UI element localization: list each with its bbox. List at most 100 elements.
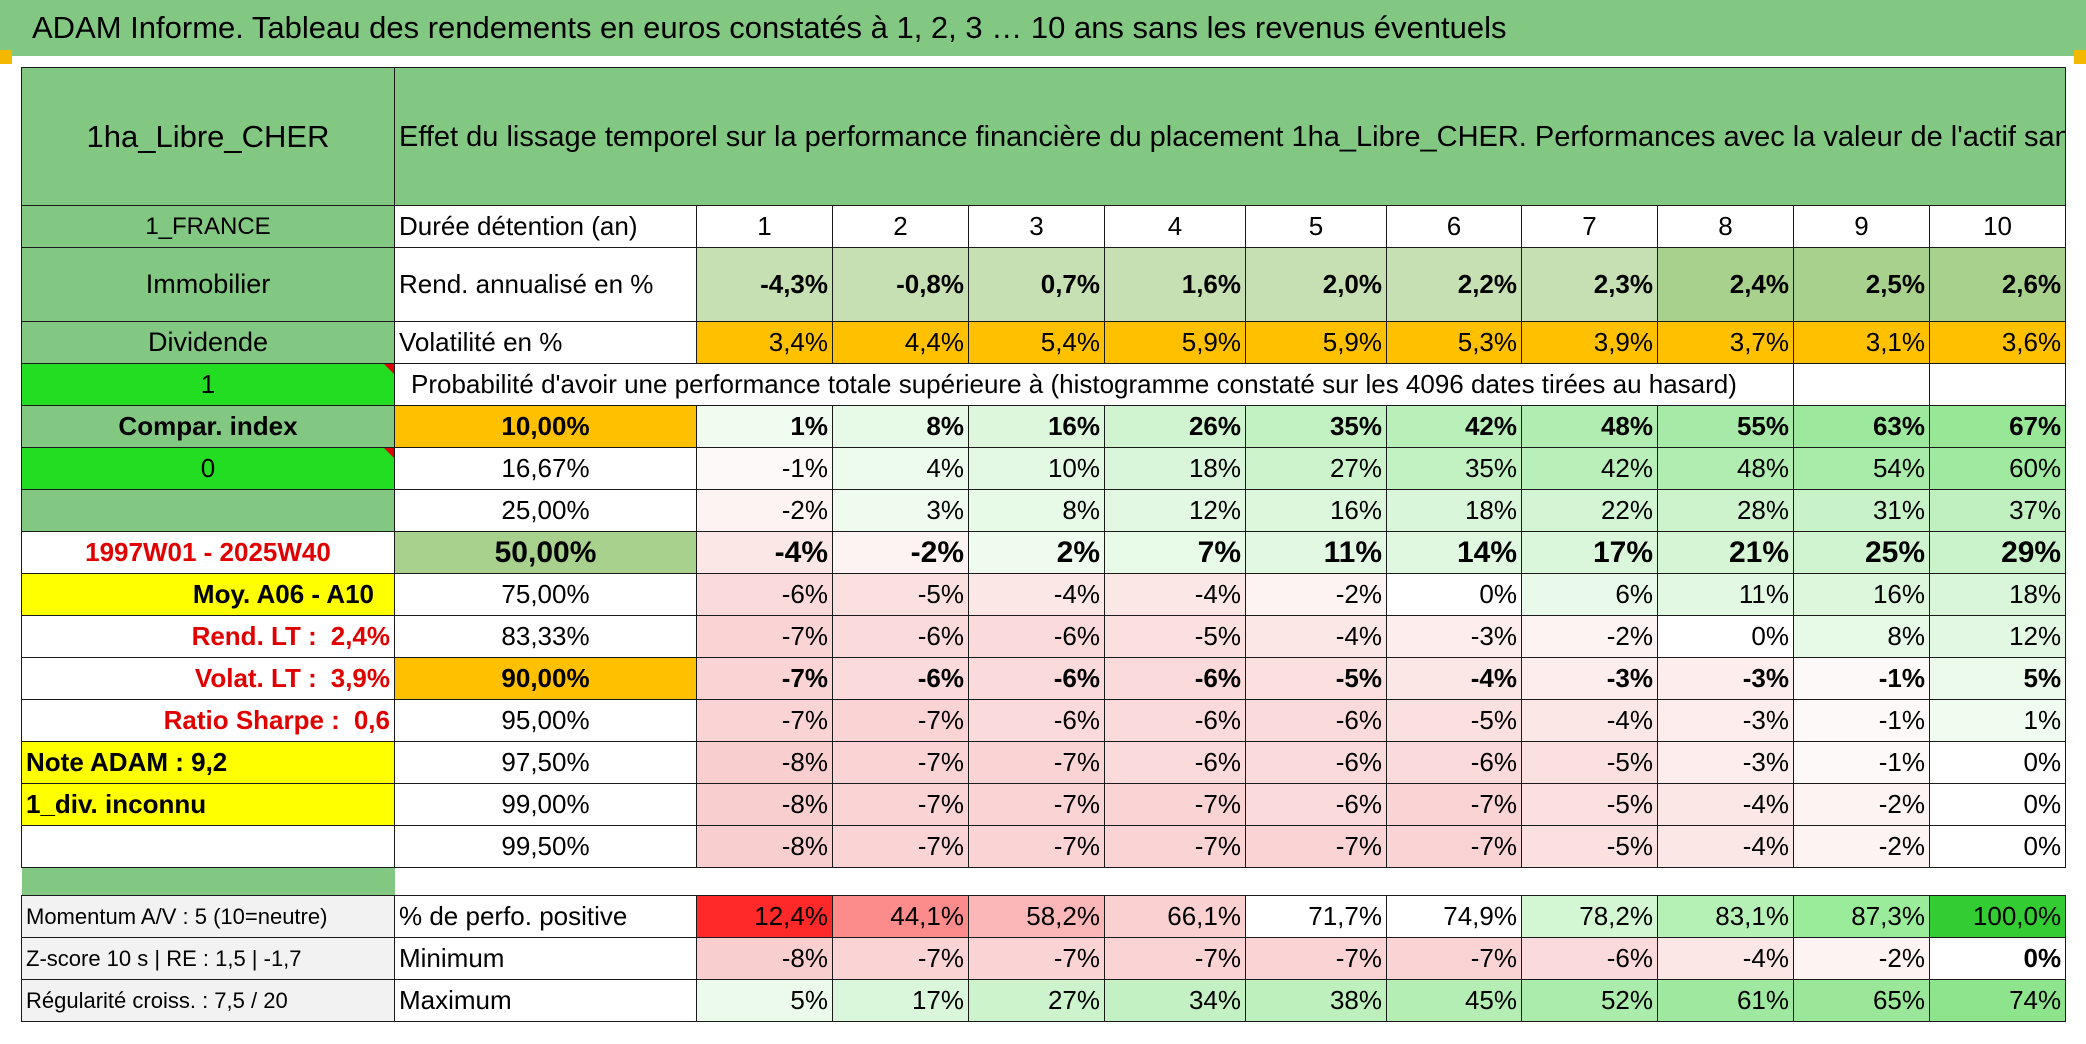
duration-label: Durée détention (an) xyxy=(394,205,697,248)
zscore-label: Z-score 10 s | RE : 1,5 | -1,7 xyxy=(21,937,395,980)
quantile-value: 31% xyxy=(1793,489,1930,532)
quantile-value: -5% xyxy=(832,573,969,616)
volatility-value: 3,7% xyxy=(1657,321,1794,364)
dividend-label: Dividende xyxy=(21,321,395,364)
quantile-row: Rend. LT :2,4% 83,33% -7% -6% -6% -5% -4% -3% -2… xyxy=(21,615,2067,658)
quantile-value: -7% xyxy=(1386,825,1522,868)
volatility-value: 5,4% xyxy=(968,321,1105,364)
rend-value: 2,5% xyxy=(1793,247,1930,322)
quantile-value: -5% xyxy=(1521,825,1658,868)
spacer-empty xyxy=(395,868,2066,896)
quantile-value: 35% xyxy=(1245,405,1387,448)
quantile-value: 26% xyxy=(1104,405,1246,448)
maximum-value: 65% xyxy=(1793,979,1930,1022)
maximum-value: 34% xyxy=(1104,979,1246,1022)
quantile-row: 1997W01 - 2025W40 50,00% -4% -2% 2% 7% 11% 14% 1… xyxy=(21,531,2067,574)
period-label: 1997W01 - 2025W40 xyxy=(21,531,395,574)
positive-label: % de perfo. positive xyxy=(394,895,697,938)
rend-value: 2,4% xyxy=(1657,247,1794,322)
year-header: 9 xyxy=(1793,205,1930,248)
quantile-value: -5% xyxy=(1386,699,1522,742)
quantile-value: 60% xyxy=(1928,447,2067,490)
rend-label: Rend. annualisé en % xyxy=(394,247,697,322)
volatility-value: 3,6% xyxy=(1928,321,2067,364)
positive-row: Momentum A/V : 5 (10=neutre)% de perfo. … xyxy=(21,895,2067,938)
rend-value: -4,3% xyxy=(696,247,833,322)
rend-value: 1,6% xyxy=(1104,247,1246,322)
quantile-value: 8% xyxy=(832,405,969,448)
category-label: Immobilier xyxy=(21,247,395,322)
minimum-value: -7% xyxy=(1386,937,1522,980)
maximum-value: 45% xyxy=(1386,979,1522,1022)
positive-value: 58,2% xyxy=(968,895,1105,938)
quantile-value: 21% xyxy=(1657,531,1794,574)
maximum-value: 52% xyxy=(1521,979,1658,1022)
quantile-value: -7% xyxy=(1386,783,1522,826)
quantile-value: -3% xyxy=(1657,741,1794,784)
volatility-value: 5,3% xyxy=(1386,321,1522,364)
quantile-value: 0% xyxy=(1657,615,1794,658)
quantile-value: -4% xyxy=(696,531,833,574)
quantile-value: -6% xyxy=(1104,657,1246,700)
quantile-value: -7% xyxy=(696,699,833,742)
positive-value: 100,0% xyxy=(1928,895,2067,938)
maximum-value: 5% xyxy=(696,979,833,1022)
quantile-value: 0% xyxy=(1928,783,2067,826)
quantile-value: -1% xyxy=(1793,741,1930,784)
quantile-value: 16% xyxy=(968,405,1105,448)
quantile-value: -4% xyxy=(1245,615,1387,658)
quantile-value: -6% xyxy=(968,615,1105,658)
performance-table: 1ha_Libre_CHER Effet du lissage temporel… xyxy=(21,67,2067,1022)
quantile-value: 17% xyxy=(1521,531,1658,574)
quantile-value: 12% xyxy=(1104,489,1246,532)
quantile-value: 0% xyxy=(1928,825,2067,868)
quantile-value: 67% xyxy=(1928,405,2067,448)
volatility-label: Volatilité en % xyxy=(394,321,697,364)
quantile-value: -7% xyxy=(696,657,833,700)
quantile-value: 42% xyxy=(1386,405,1522,448)
quantile-value: 18% xyxy=(1386,489,1522,532)
report-title: ADAM Informe. Tableau des rendements en … xyxy=(0,0,2086,56)
positive-value: 74,9% xyxy=(1386,895,1522,938)
quantile-value: 27% xyxy=(1245,447,1387,490)
volatility-value: 3,1% xyxy=(1793,321,1930,364)
regularity-label: Régularité croiss. : 7,5 / 20 xyxy=(21,979,395,1022)
quantile-value: 1% xyxy=(1928,699,2067,742)
quantile-label: 10,00% xyxy=(394,405,697,448)
minimum-value: 0% xyxy=(1928,937,2067,980)
quantile-value: -1% xyxy=(1793,657,1930,700)
quantile-row: Volat. LT :3,9% 90,00% -7% -6% -6% -6% -5% -4% -… xyxy=(21,657,2067,700)
quantile-value: 8% xyxy=(1793,615,1930,658)
quantile-value: 7% xyxy=(1104,531,1246,574)
quantile-value: 63% xyxy=(1793,405,1930,448)
momentum-label: Momentum A/V : 5 (10=neutre) xyxy=(21,895,395,938)
volatility-value: 5,9% xyxy=(1245,321,1387,364)
quantile-value: -6% xyxy=(1245,699,1387,742)
quantile-label: 83,33% xyxy=(394,615,697,658)
quantile-label: 16,67% xyxy=(394,447,697,490)
quantile-value: -8% xyxy=(696,825,833,868)
rend-lt: Rend. LT : 2,4% xyxy=(21,615,395,658)
empty-green-cell xyxy=(21,489,395,532)
maximum-value: 27% xyxy=(968,979,1105,1022)
param-zero-cell[interactable]: 0 xyxy=(21,447,395,490)
minimum-value: -6% xyxy=(1521,937,1658,980)
positive-value: 71,7% xyxy=(1245,895,1387,938)
sharpe-ratio-value: 0,6 xyxy=(353,705,390,735)
quantile-value: 28% xyxy=(1657,489,1794,532)
maximum-value: 38% xyxy=(1245,979,1387,1022)
quantile-value: 48% xyxy=(1657,447,1794,490)
quantile-value: 18% xyxy=(1928,573,2067,616)
volatility-value: 3,4% xyxy=(696,321,833,364)
rend-value: 2,6% xyxy=(1928,247,2067,322)
volat-lt: Volat. LT : 3,9% xyxy=(21,657,395,700)
adam-note: Note ADAM : 9,2 xyxy=(21,741,395,784)
param-one-cell[interactable]: 1 xyxy=(21,363,395,406)
quantile-label: 50,00% xyxy=(394,531,697,574)
quantile-value: -8% xyxy=(696,783,833,826)
rend-value: 2,3% xyxy=(1521,247,1658,322)
fund-name: 1ha_Libre_CHER xyxy=(21,67,395,206)
spacer-row xyxy=(21,867,2066,896)
empty-cell xyxy=(21,825,395,868)
quantile-value: -4% xyxy=(968,573,1105,616)
